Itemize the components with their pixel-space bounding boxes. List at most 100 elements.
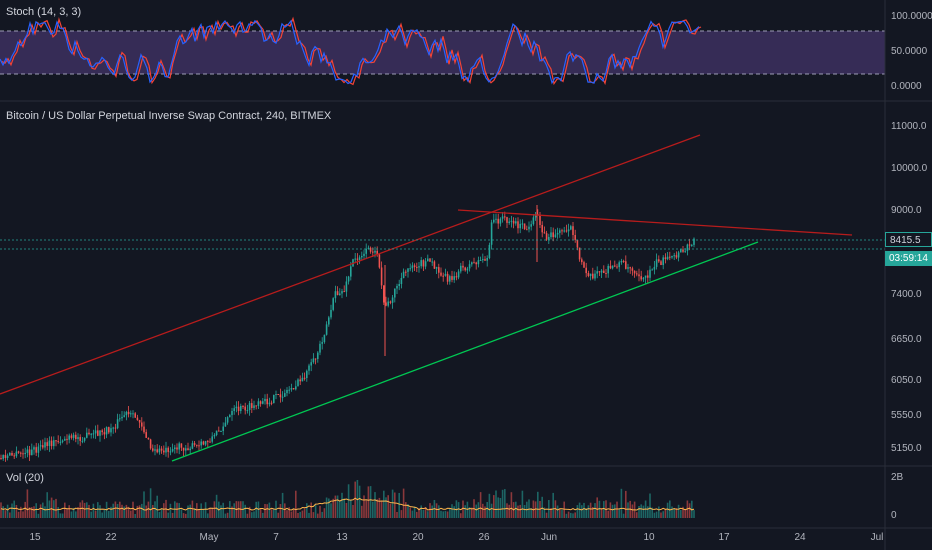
volume-bar (174, 501, 176, 518)
candle-body (196, 444, 198, 446)
volume-bar (57, 507, 59, 518)
candle-body (169, 451, 172, 453)
volume-bar (451, 504, 453, 518)
volume-bar (147, 501, 150, 518)
candle-body (532, 217, 535, 225)
volume-bar (484, 506, 486, 518)
volume-bar (400, 510, 403, 518)
volume-bar (563, 501, 565, 518)
volume-bar (259, 509, 262, 518)
candle-body (534, 214, 537, 218)
volume-bar (479, 492, 482, 518)
candle-body (17, 451, 20, 453)
volume-bar (55, 498, 57, 518)
candle-body (550, 232, 552, 238)
volume-bar (497, 497, 499, 518)
volume-bar (125, 504, 128, 518)
volume-bar (158, 512, 161, 518)
candle-body (435, 267, 438, 269)
volume-tick-0: 0 (891, 510, 897, 521)
candle-body (2, 455, 4, 459)
volume-bar (583, 502, 585, 518)
price-tick-5550: 5550.0 (891, 410, 922, 421)
volume-bar (596, 497, 598, 518)
volume-bar (2, 506, 4, 518)
candle-body (460, 265, 462, 272)
volume-bar (453, 506, 455, 518)
candle-body (224, 422, 227, 427)
symbol-title[interactable]: Bitcoin / US Dollar Perpetual Inverse Sw… (6, 110, 332, 122)
volume-bar (310, 502, 312, 518)
volume-bar (655, 511, 658, 518)
volume-bar (44, 506, 46, 518)
candle-body (185, 448, 187, 451)
candle-body (418, 266, 420, 268)
volume-bar (290, 511, 293, 518)
volume-bar (429, 503, 431, 518)
volume-bar (396, 512, 398, 518)
stoch-indicator-label[interactable]: Stoch (14, 3, 3) (6, 6, 82, 18)
candle-body (336, 291, 339, 295)
volume-bar (330, 503, 332, 518)
candle-body (471, 262, 473, 265)
candle-body (457, 271, 460, 278)
candle-body (42, 445, 44, 448)
volume-bar (213, 501, 216, 518)
volume-bar (303, 508, 306, 518)
candle-body (163, 450, 165, 453)
candle-body (693, 238, 695, 245)
candle-body (396, 286, 398, 289)
volume-bar (585, 508, 587, 518)
candle-body (495, 218, 497, 220)
candle-body (152, 448, 154, 451)
candle-body (11, 453, 13, 456)
volume-indicator-label[interactable]: Vol (20) (6, 472, 44, 484)
candle-body (136, 417, 139, 421)
candle-body (510, 220, 513, 222)
volume-bar (376, 499, 378, 518)
candle-body (374, 250, 376, 253)
candle-body (616, 266, 618, 268)
candle-body (46, 442, 48, 446)
candle-body (312, 358, 315, 363)
candle-body (297, 379, 299, 387)
candle-body (123, 415, 125, 417)
candle-body (618, 262, 620, 268)
volume-bar (460, 513, 462, 518)
volume-bar (323, 508, 326, 518)
candle-body (334, 291, 337, 299)
volume-bar (222, 502, 224, 518)
candle-body (356, 258, 359, 260)
volume-bar (215, 494, 218, 518)
volume-bar (255, 501, 257, 518)
candle-body (253, 405, 255, 408)
volume-bar (189, 504, 191, 518)
volume-bar (543, 507, 546, 518)
volume-bar (77, 507, 79, 518)
volume-bar (534, 501, 537, 518)
candle-body (207, 441, 209, 443)
candle-body (222, 426, 224, 431)
volume-bar (519, 504, 521, 518)
volume-bar (108, 511, 110, 518)
volume-bar (684, 510, 686, 518)
volume-bar (270, 509, 273, 518)
candle-body (158, 448, 161, 453)
candle-body (385, 302, 387, 306)
candle-body (611, 265, 614, 269)
volume-bar (444, 510, 447, 518)
candle-body (231, 411, 233, 416)
volume-bar (537, 491, 539, 518)
volume-bar (677, 504, 680, 518)
volume-bar (22, 511, 24, 518)
volume-bar (464, 505, 466, 518)
candle-body (387, 301, 389, 306)
candle-body (116, 419, 119, 429)
candle-body (490, 222, 493, 245)
candle-body (200, 441, 202, 446)
candle-body (270, 402, 273, 404)
volume-bar (424, 507, 427, 518)
candle-body (625, 261, 627, 269)
candle-body (686, 244, 689, 251)
